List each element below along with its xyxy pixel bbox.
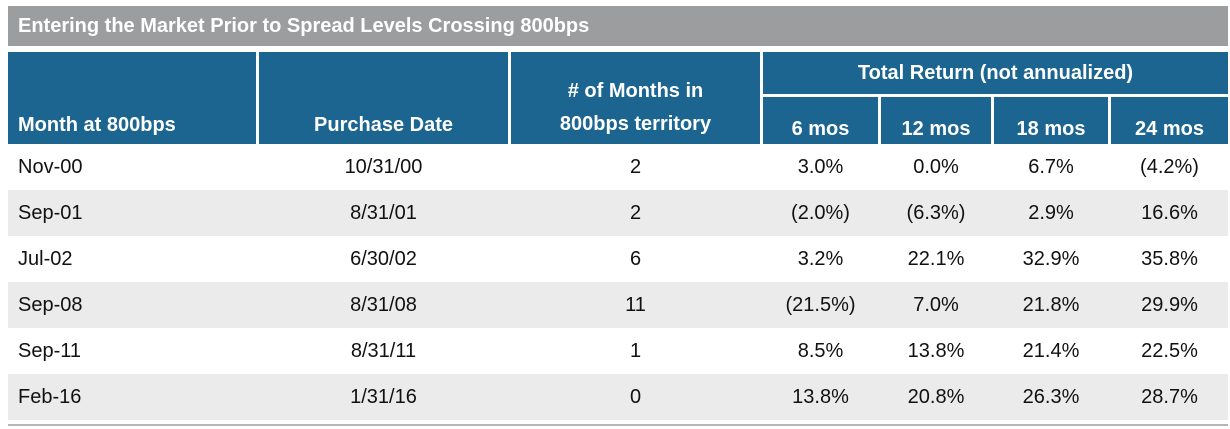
cell-18mos: 2.9% bbox=[1028, 202, 1074, 224]
cell-purchase-date: 8/31/01 bbox=[350, 202, 417, 224]
cell-months: 2 bbox=[629, 202, 642, 224]
header-group-divider bbox=[760, 94, 1228, 97]
header-divider bbox=[1108, 96, 1111, 144]
table-body: Nov-00 10/31/00 2 3.0% 0.0% 6.7% (4.2%) … bbox=[8, 144, 1228, 420]
cell-month: Sep-11 bbox=[18, 340, 82, 362]
cell-purchase-date: 1/31/16 bbox=[350, 386, 417, 408]
cell-6mos: (2.0%) bbox=[791, 202, 850, 224]
cell-18mos: 26.3% bbox=[1022, 386, 1080, 408]
col-header-6mos: 6 mos bbox=[791, 118, 850, 140]
cell-24mos: 28.7% bbox=[1141, 386, 1198, 408]
cell-6mos: 8.5% bbox=[797, 340, 844, 362]
cell-months: 1 bbox=[629, 340, 642, 362]
cell-month: Sep-01 bbox=[18, 202, 83, 224]
cell-month: Sep-08 bbox=[18, 294, 83, 316]
table-row: Sep-01 8/31/01 2 (2.0%) (6.3%) 2.9% 16.6… bbox=[8, 190, 1228, 236]
cell-12mos: (6.3%) bbox=[906, 202, 966, 224]
col-header-purchase-date: Purchase Date bbox=[314, 114, 453, 136]
table-row: Nov-00 10/31/00 2 3.0% 0.0% 6.7% (4.2%) bbox=[8, 144, 1228, 190]
cell-6mos: 3.2% bbox=[797, 248, 844, 270]
cell-24mos: 22.5% bbox=[1141, 340, 1198, 362]
table-title: Entering the Market Prior to Spread Leve… bbox=[8, 6, 1228, 46]
col-header-months-line2: 800bps territory bbox=[559, 113, 712, 135]
header-divider bbox=[878, 96, 881, 144]
cell-purchase-date: 8/31/08 bbox=[350, 294, 417, 316]
cell-18mos: 21.8% bbox=[1022, 294, 1080, 316]
cell-24mos: 35.8% bbox=[1141, 248, 1198, 270]
col-header-12mos: 12 mos bbox=[901, 118, 971, 140]
cell-purchase-date: 10/31/00 bbox=[344, 156, 423, 178]
table-row: Sep-08 8/31/08 11 (21.5%) 7.0% 21.8% 29.… bbox=[8, 282, 1228, 328]
col-header-18mos: 18 mos bbox=[1016, 118, 1086, 140]
cell-12mos: 20.8% bbox=[907, 386, 965, 408]
cell-24mos: (4.2%) bbox=[1140, 156, 1199, 178]
cell-18mos: 32.9% bbox=[1022, 248, 1080, 270]
cell-12mos: 7.0% bbox=[913, 294, 959, 316]
cell-12mos: 22.1% bbox=[907, 248, 965, 270]
col-group-total-return: Total Return (not annualized) bbox=[857, 62, 1134, 84]
cell-months: 11 bbox=[625, 294, 646, 316]
cell-18mos: 21.4% bbox=[1022, 340, 1080, 362]
header-divider bbox=[991, 96, 994, 144]
table-row: Feb-16 1/31/16 0 13.8% 20.8% 26.3% 28.7% bbox=[8, 374, 1228, 420]
header-divider bbox=[508, 52, 511, 144]
cell-12mos: 13.8% bbox=[907, 340, 965, 362]
table-row: Sep-11 8/31/11 1 8.5% 13.8% 21.4% 22.5% bbox=[8, 328, 1228, 374]
cell-18mos: 6.7% bbox=[1028, 156, 1074, 178]
col-header-month: Month at 800bps bbox=[18, 114, 176, 136]
col-header-months-line1: # of Months in bbox=[567, 80, 704, 102]
cell-months: 2 bbox=[629, 156, 642, 178]
col-header-24mos: 24 mos bbox=[1135, 118, 1204, 140]
cell-24mos: 16.6% bbox=[1141, 202, 1198, 224]
header-divider bbox=[760, 52, 763, 144]
table-row: Jul-02 6/30/02 6 3.2% 22.1% 32.9% 35.8% bbox=[8, 236, 1228, 282]
cell-month: Jul-02 bbox=[18, 248, 73, 270]
cell-24mos: 29.9% bbox=[1141, 294, 1198, 316]
table-bottom-rule bbox=[8, 424, 1228, 426]
cell-month: Feb-16 bbox=[18, 386, 82, 408]
cell-6mos: 3.0% bbox=[797, 156, 844, 178]
cell-months: 0 bbox=[629, 386, 642, 408]
table-header: Month at 800bps Purchase Date # of Month… bbox=[8, 52, 1228, 144]
cell-purchase-date: 8/31/11 bbox=[350, 340, 417, 362]
cell-month: Nov-00 bbox=[18, 156, 83, 178]
header-divider bbox=[256, 52, 259, 144]
cell-12mos: 0.0% bbox=[913, 156, 959, 178]
cell-6mos: (21.5%) bbox=[785, 294, 856, 316]
cell-months: 6 bbox=[629, 248, 642, 270]
cell-purchase-date: 6/30/02 bbox=[350, 248, 417, 270]
cell-6mos: 13.8% bbox=[792, 386, 849, 408]
